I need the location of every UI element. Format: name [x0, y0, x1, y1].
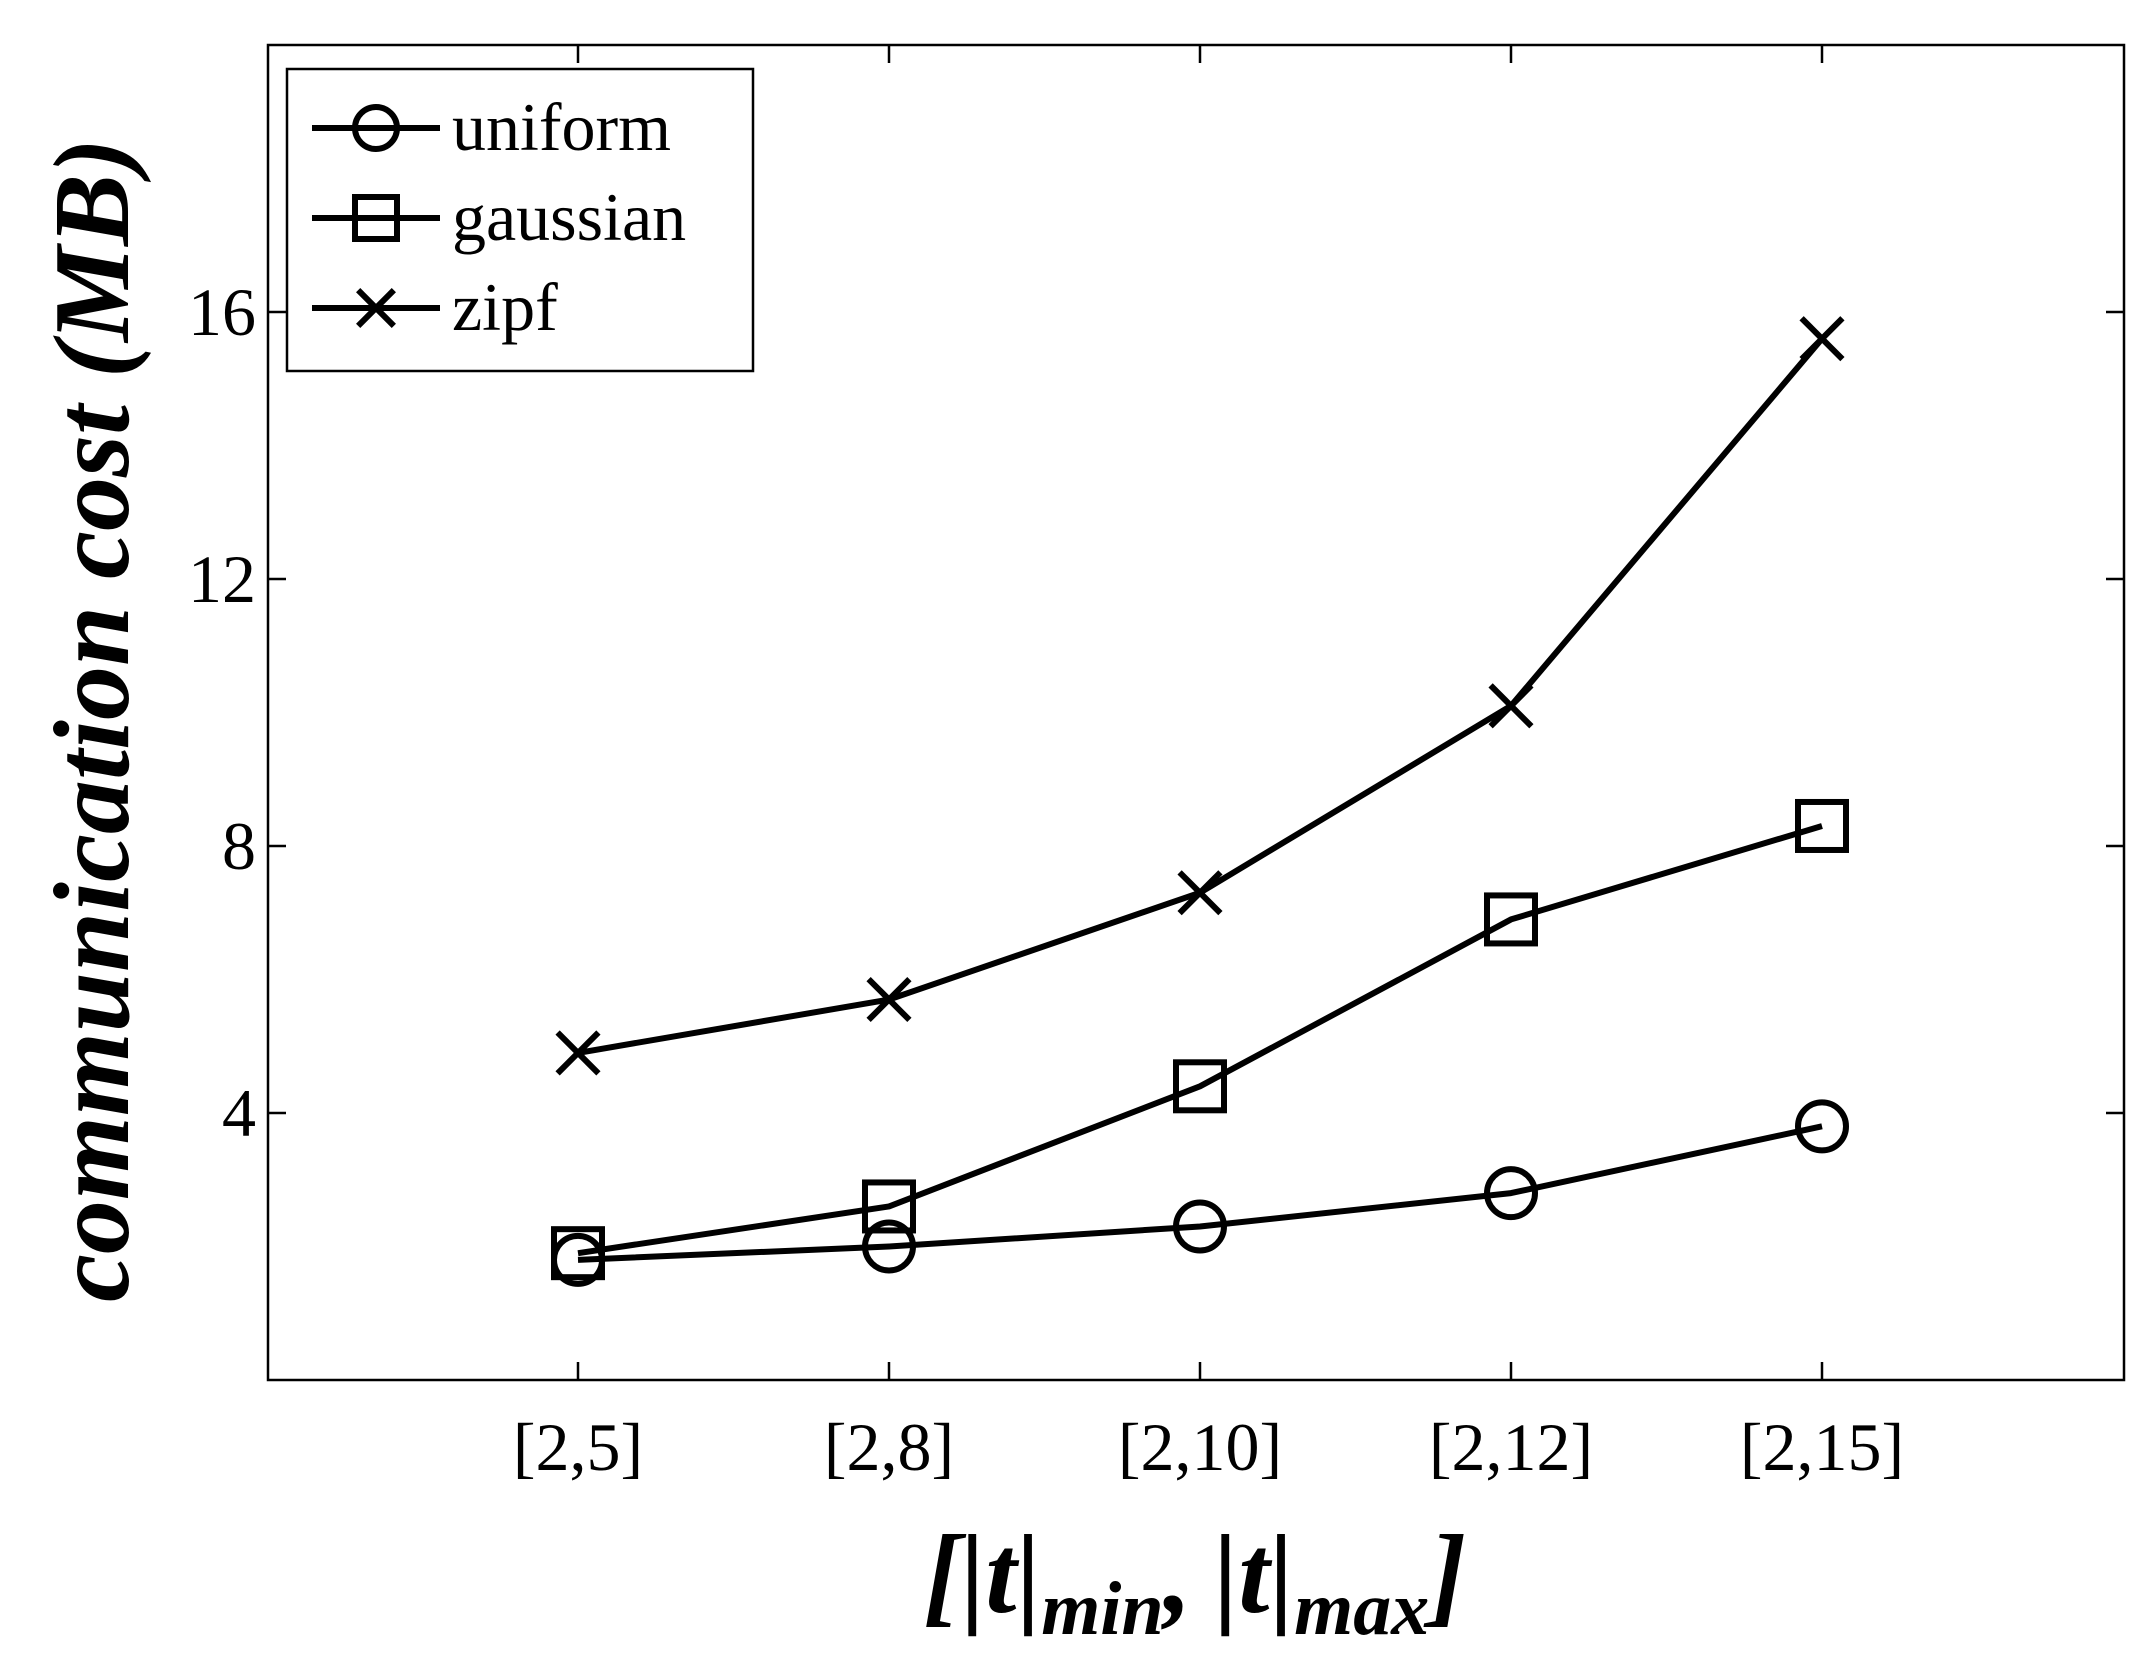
series-line: [577, 336, 1825, 1056]
legend-marker: [352, 194, 400, 242]
series-line: [577, 1123, 1823, 1263]
marker-stroke: [866, 977, 912, 1023]
x-label-close: ]: [1423, 1513, 1466, 1637]
legend-label: gaussian: [452, 179, 686, 255]
marker-stroke: [1488, 683, 1534, 729]
x-label-subscript-max: max: [1294, 1567, 1429, 1651]
x-label-subscript-min: min: [1041, 1567, 1164, 1651]
data-point: [1799, 316, 1845, 362]
plot-area: [266, 43, 2126, 1382]
plot-frame: [266, 43, 2126, 1382]
data-point: [1795, 1099, 1849, 1154]
y-axis: 4 8 12 16: [188, 274, 2124, 1151]
y-tick-label: 12: [188, 541, 256, 617]
marker-stroke: [555, 1030, 601, 1076]
series-zipf: [555, 316, 1845, 1076]
legend-item-zipf: zipf: [312, 269, 558, 345]
y-tick-label: 4: [222, 1075, 256, 1151]
x-label-bar-min: |: [1017, 1513, 1042, 1637]
legend: uniform gaussian zipf: [285, 67, 755, 373]
x-tick-label: [2,8]: [824, 1409, 954, 1485]
series-layer: [551, 316, 1849, 1287]
legend-marker: [352, 104, 400, 152]
data-point: [1173, 1059, 1227, 1114]
x-tick-label: [2,12]: [1429, 1409, 1593, 1485]
marker-stroke: [1177, 870, 1223, 916]
x-label-bar-open-max: |: [1214, 1513, 1239, 1637]
y-axis-label: communication cost (MB): [33, 138, 152, 1302]
data-point: [1484, 892, 1538, 947]
x-label-t-max: t: [1238, 1513, 1272, 1637]
x-label-comma: ,: [1161, 1513, 1192, 1637]
x-label-open: [|: [923, 1513, 985, 1637]
series-uniform: [551, 1099, 1849, 1287]
x-label-t-min: t: [985, 1513, 1019, 1637]
data-point: [1488, 683, 1534, 729]
data-point: [862, 1179, 916, 1234]
data-point: [1173, 1199, 1227, 1254]
series-line: [577, 823, 1823, 1257]
legend-item-gaussian: gaussian: [312, 179, 686, 255]
legend-item-uniform: uniform: [312, 89, 671, 165]
data-point: [1795, 798, 1849, 853]
marker-stroke: [356, 288, 396, 328]
x-tick-label: [2,15]: [1740, 1409, 1904, 1485]
data-point: [551, 1226, 605, 1281]
y-tick-label: 8: [222, 808, 256, 884]
x-axis: [2,5] [2,8] [2,10] [2,12] [2,15]: [513, 45, 1904, 1485]
data-point: [1177, 870, 1223, 916]
data-point: [555, 1030, 601, 1076]
x-label-bar-max: |: [1269, 1513, 1294, 1637]
data-point: [866, 977, 912, 1023]
x-tick-label: [2,10]: [1118, 1409, 1282, 1485]
legend-marker: [356, 288, 396, 328]
x-axis-label: [|t|min, |t|max]: [923, 1513, 1466, 1651]
data-point: [1484, 1166, 1538, 1221]
legend-label: uniform: [452, 89, 671, 165]
marker-stroke: [1799, 316, 1845, 362]
series-gaussian: [551, 798, 1849, 1281]
legend-label: zipf: [452, 269, 558, 345]
x-tick-label: [2,5]: [513, 1409, 643, 1485]
data-point: [862, 1219, 916, 1274]
y-tick-label: 16: [188, 274, 256, 350]
